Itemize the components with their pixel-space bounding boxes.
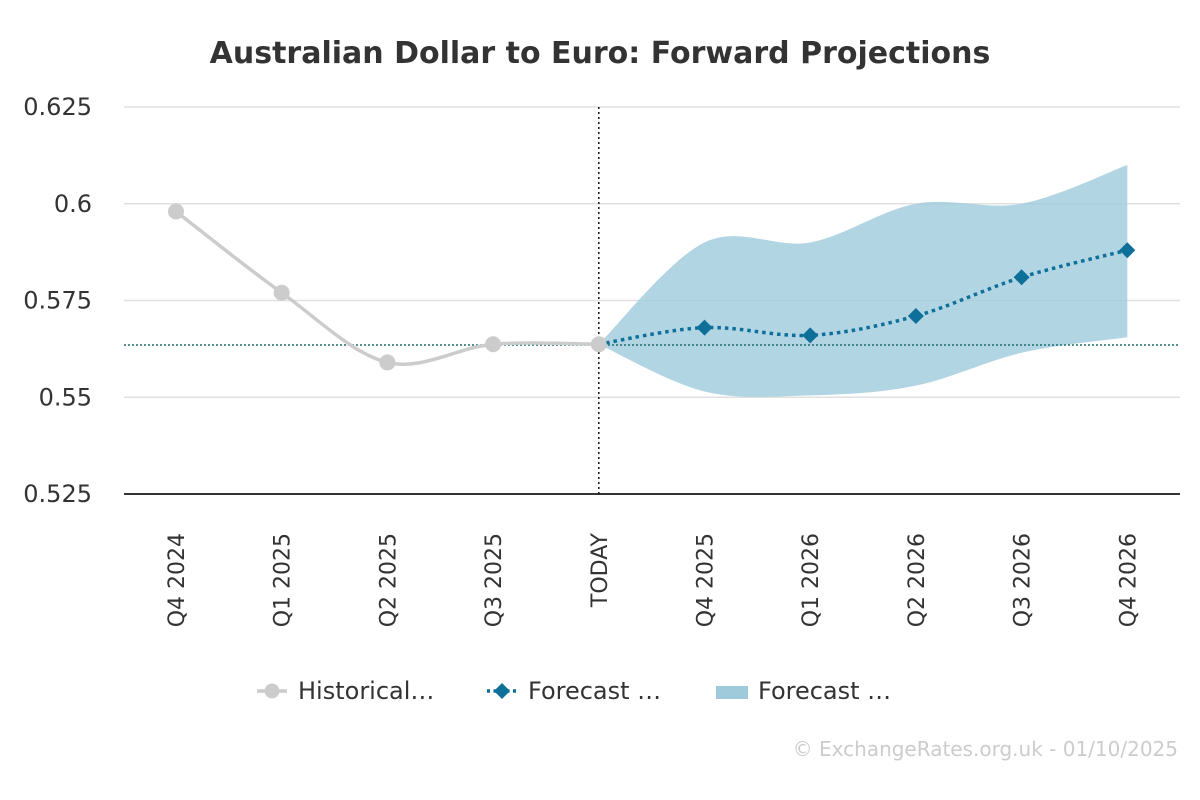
historical-point — [485, 336, 502, 353]
x-axis-ticks: Q4 2024 Q1 2025 Q2 2025 Q3 2025 TODAY Q4 2025… — [165, 532, 1141, 627]
forecast-point — [907, 307, 924, 324]
y-tick-label: 0.6 — [54, 190, 92, 218]
data-points-layer — [168, 203, 1136, 371]
x-tick-label: Q2 2025 — [376, 533, 401, 627]
forecast-point — [696, 319, 713, 336]
legend: Historical… Forecast … Forecast … — [257, 677, 891, 705]
x-tick-label: Q2 2026 — [905, 533, 930, 627]
historical-line — [174, 210, 599, 366]
historical-point — [379, 354, 396, 371]
historical-point — [590, 336, 607, 353]
forecast-point — [1013, 269, 1030, 286]
legend-forecast-swatch-marker — [494, 683, 510, 699]
y-tick-label: 0.625 — [23, 93, 92, 121]
forecast-range-layer — [598, 165, 1128, 397]
legend-historical-swatch-marker — [264, 683, 280, 699]
historical-point — [168, 203, 184, 220]
forecast-point — [1119, 242, 1136, 259]
reference-layer — [124, 107, 1180, 494]
forecast-line — [598, 248, 1128, 346]
x-tick-label: Q3 2025 — [482, 533, 507, 627]
legend-range-swatch — [716, 686, 748, 699]
x-tick-label: Q4 2025 — [694, 533, 719, 627]
x-tick-label: Q4 2024 — [165, 533, 190, 627]
forecast-range-band — [598, 165, 1128, 397]
y-tick-label: 0.575 — [23, 287, 92, 315]
y-tick-label: 0.55 — [39, 383, 92, 411]
legend-forecast-label: Forecast … — [528, 677, 661, 705]
y-axis-ticks: 0.525 0.55 0.575 0.6 0.625 — [23, 93, 92, 508]
forecast-point — [802, 327, 819, 344]
y-tick-label: 0.525 — [23, 480, 92, 508]
historical-point — [273, 284, 290, 301]
credit-text: © ExchangeRates.org.uk - 01/10/2025 — [793, 737, 1178, 761]
x-tick-label: Q3 2026 — [1011, 533, 1036, 627]
x-tick-label: Q4 2026 — [1116, 533, 1141, 627]
x-tick-label: Q1 2025 — [271, 533, 296, 627]
legend-range-label: Forecast … — [758, 677, 891, 705]
x-tick-label: Q1 2026 — [799, 533, 824, 627]
chart-title: Australian Dollar to Euro: Forward Proje… — [210, 36, 991, 71]
legend-historical-label: Historical… — [298, 677, 434, 705]
x-tick-label: TODAY — [588, 532, 613, 608]
